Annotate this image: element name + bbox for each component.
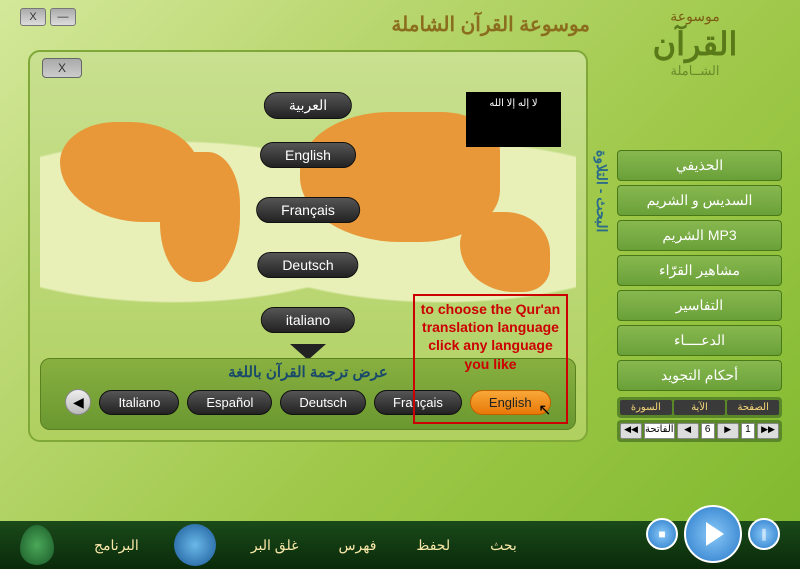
lang-pill-german[interactable]: Deutsch — [257, 252, 358, 278]
audio-player: ■ ∥ — [646, 505, 780, 563]
sidebar-item-4[interactable]: مشاهير القرّاء — [617, 255, 782, 286]
bottom-link-program[interactable]: البرنامج — [94, 537, 139, 554]
lang-pill-french[interactable]: Français — [256, 197, 360, 223]
annotation-text: to choose the Qur'an translation languag… — [415, 296, 566, 377]
pager-aya[interactable]: 6 — [701, 423, 715, 439]
minimize-window-button[interactable]: — — [50, 8, 76, 26]
pause-button[interactable]: ∥ — [748, 518, 780, 550]
bottom-link-close[interactable]: غلق البر — [251, 537, 299, 554]
bottom-link-index[interactable]: فهرس — [338, 537, 376, 554]
sidebar: الحذيفي السديس و الشريم الشريم MP3 مشاهي… — [617, 150, 782, 442]
sidebar-item-2[interactable]: السديس و الشريم — [617, 185, 782, 216]
app-logo: موسوعة القرآن الشــاملة — [610, 8, 780, 98]
bottom-link-save[interactable]: لحفظ — [416, 537, 450, 554]
map-continent — [160, 152, 240, 282]
drop-icon[interactable] — [20, 525, 54, 565]
play-icon — [706, 522, 724, 546]
sidebar-item-7[interactable]: أحكام التجويد — [617, 360, 782, 391]
logo-line2: القرآن — [610, 25, 780, 63]
dialog-close-button[interactable]: X — [42, 58, 82, 78]
pager-next-button[interactable]: ▶ — [717, 423, 739, 439]
sidebar-item-3[interactable]: الشريم MP3 — [617, 220, 782, 251]
logo-line1: موسوعة — [610, 8, 780, 25]
pager-sura[interactable]: الفاتحة — [644, 423, 675, 439]
sidebar-item-1[interactable]: الحذيفي — [617, 150, 782, 181]
bottom-link-search[interactable]: بحث — [490, 537, 517, 554]
lang-button-italiano[interactable]: Italiano — [99, 390, 179, 415]
globe-icon[interactable] — [174, 524, 216, 566]
pager-prev-button[interactable]: ◀◀ — [620, 423, 642, 439]
pager-controls: ◀◀ الفاتحة ◀ 6 ▶ 1 ▶▶ — [617, 420, 782, 442]
lang-pill-arabic[interactable]: العربية — [264, 92, 352, 119]
pager-label-sura: السورة — [620, 400, 672, 415]
pager-label-page: الصفحة — [727, 400, 779, 415]
pager-label-aya: الآية — [674, 400, 726, 415]
pager-labels: السورة الآية الصفحة — [617, 397, 782, 418]
stop-button[interactable]: ■ — [646, 518, 678, 550]
language-dialog: X لا إله إلا الله العربية English França… — [28, 50, 588, 442]
lang-button-espanol[interactable]: Español — [187, 390, 272, 415]
annotation-overlay: to choose the Qur'an translation languag… — [413, 294, 568, 424]
lang-button-deutsch[interactable]: Deutsch — [280, 390, 366, 415]
sidebar-vertical-label: البحث - التلاوة — [594, 150, 610, 232]
flag-banner: لا إله إلا الله — [466, 92, 561, 147]
play-button[interactable] — [684, 505, 742, 563]
pager-step-button[interactable]: ◀ — [677, 423, 699, 439]
close-window-button[interactable]: X — [20, 8, 46, 26]
map-continent — [460, 212, 550, 292]
sidebar-item-5[interactable]: التفاسير — [617, 290, 782, 321]
pager-last-button[interactable]: ▶▶ — [757, 423, 779, 439]
logo-line3: الشــاملة — [610, 63, 780, 79]
app-title: موسوعة القرآن الشاملة — [391, 12, 590, 37]
lang-prev-button[interactable]: ◀ — [65, 389, 91, 415]
sidebar-item-6[interactable]: الدعــــاء — [617, 325, 782, 356]
lang-pill-italian[interactable]: italiano — [261, 307, 355, 333]
pager-page[interactable]: 1 — [741, 423, 755, 439]
lang-pill-english[interactable]: English — [260, 142, 356, 168]
